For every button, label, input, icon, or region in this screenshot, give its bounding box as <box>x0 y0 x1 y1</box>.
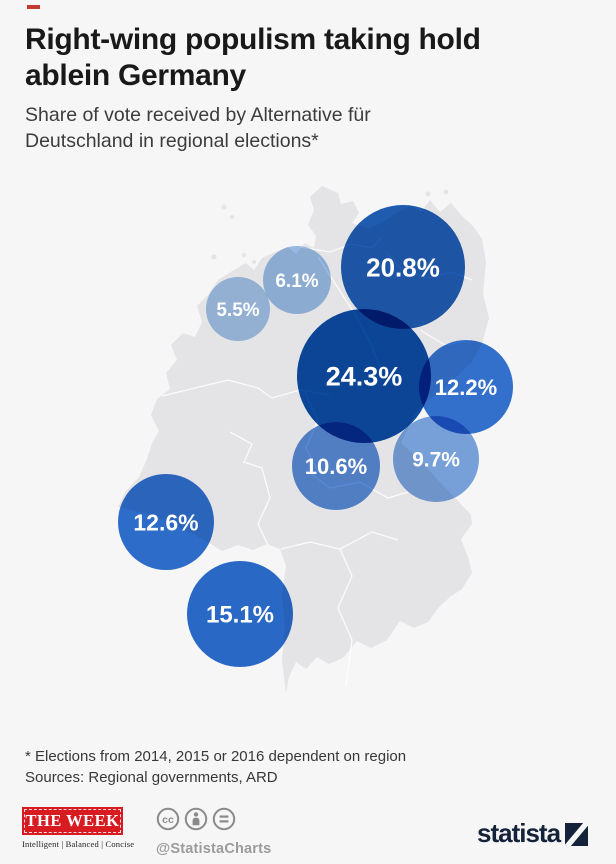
the-week-logo-box: THE WEEK <box>22 807 123 835</box>
cc-glyph: cc <box>162 814 174 826</box>
bubble-label-9.7: 9.7% <box>412 449 460 472</box>
person-glyph <box>192 812 200 826</box>
footnote-block: * Elections from 2014, 2015 or 2016 depe… <box>25 746 406 788</box>
bubble-6.1 <box>263 246 331 314</box>
bubble-12.2 <box>419 340 513 434</box>
page-title: Right-wing populism taking hold ablein G… <box>25 23 481 92</box>
bubbles-layer <box>118 205 513 667</box>
bubble-9.7 <box>393 416 479 502</box>
the-week-logo: THE WEEK Intelligent | Balanced | Concis… <box>22 807 135 849</box>
cc-license-icon <box>156 807 180 831</box>
chart-subtitle: Share of vote received by Alternative fü… <box>25 102 585 154</box>
equals-glyph <box>219 815 229 823</box>
bubble-label-12.6: 12.6% <box>133 509 198 535</box>
footnote-asterisk: * Elections from 2014, 2015 or 2016 depe… <box>25 748 407 765</box>
creative-commons-icons: cc <box>156 807 236 831</box>
red-marker-artifact <box>27 5 40 9</box>
bubble-label-12.2: 12.2% <box>435 375 497 400</box>
statista-wordmark: statista <box>477 818 561 848</box>
attribution-icon <box>184 807 208 831</box>
bubble-label-10.6: 10.6% <box>305 454 367 479</box>
the-week-tagline: Intelligent | Balanced | Concise <box>22 839 135 849</box>
bubble-10.6 <box>292 422 380 510</box>
bubble-24.3 <box>297 309 431 443</box>
title-line-1: Right-wing populism taking hold <box>25 23 481 56</box>
statista-charts-handle: @StatistaCharts <box>156 841 272 857</box>
coastal-islands <box>211 189 449 264</box>
statista-logo-mark <box>565 823 589 846</box>
bubble-labels-layer: 5.5% 6.1% 20.8% 24.3% 12.2% 10.6% 9.7% 12.6% 15.… <box>133 252 497 628</box>
footnote-sources: Sources: Regional governments, ARD <box>25 769 278 786</box>
bubble-label-20.8: 20.8% <box>366 252 440 282</box>
bubble-15.1 <box>187 561 293 667</box>
title-line-2: in Germany <box>83 59 246 92</box>
subtitle-line-2: Deutschland in regional elections* <box>25 130 319 152</box>
bubble-20.8 <box>341 205 465 329</box>
bubble-12.6 <box>118 474 214 570</box>
statista-logo: statista <box>477 818 589 848</box>
no-derivatives-icon <box>212 807 236 831</box>
bubble-label-6.1: 6.1% <box>275 271 318 292</box>
bubble-label-24.3: 24.3% <box>326 362 403 392</box>
bubble-5.5 <box>206 277 270 341</box>
the-week-wordmark: THE WEEK <box>25 811 120 830</box>
subtitle-line-1: Share of vote received by Alternative fü… <box>25 104 371 126</box>
license-block: cc @StatistaCharts <box>156 806 271 857</box>
bubble-label-5.5: 5.5% <box>216 300 259 321</box>
bubble-label-15.1: 15.1% <box>206 602 274 629</box>
